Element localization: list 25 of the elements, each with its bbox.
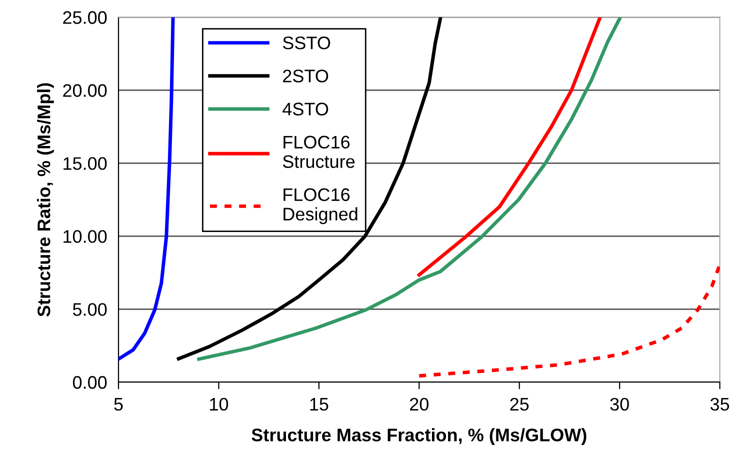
x-tick-label: 10 xyxy=(210,398,228,411)
x-tick-label: 30 xyxy=(610,398,629,411)
line-series xyxy=(417,17,602,277)
x-tick-label: 35 xyxy=(710,398,730,411)
x-tick-label: 5 xyxy=(114,398,123,411)
legend-label: SSTO xyxy=(282,36,330,50)
x-tick-label: 25 xyxy=(510,398,529,411)
legend-label: 2STO xyxy=(283,70,328,82)
y-tick-label: 5.00 xyxy=(72,303,107,316)
line-series xyxy=(197,17,622,361)
legend-label: 4STO xyxy=(282,102,328,116)
y-axis-title: Structure Ratio, % (Ms/Mpl) xyxy=(37,83,54,317)
x-axis-title: Structure Mass Fraction, % (Ms/GLOW) xyxy=(252,428,586,445)
y-tick-label: 20.00 xyxy=(63,84,107,97)
line-series xyxy=(176,17,442,361)
y-tick-label: 25.00 xyxy=(63,11,107,24)
y-tick-label: 15.00 xyxy=(64,157,107,170)
x-tick-label: 15 xyxy=(310,398,328,411)
line-series xyxy=(417,263,720,378)
legend-label: FLOC16 Structure xyxy=(282,136,355,168)
legend-label: FLOC16 Designed xyxy=(284,188,358,224)
line-series xyxy=(118,17,175,361)
x-tick-label: 20 xyxy=(410,398,428,411)
y-tick-label: 0.00 xyxy=(72,376,107,389)
y-tick-label: 10.00 xyxy=(64,230,107,243)
